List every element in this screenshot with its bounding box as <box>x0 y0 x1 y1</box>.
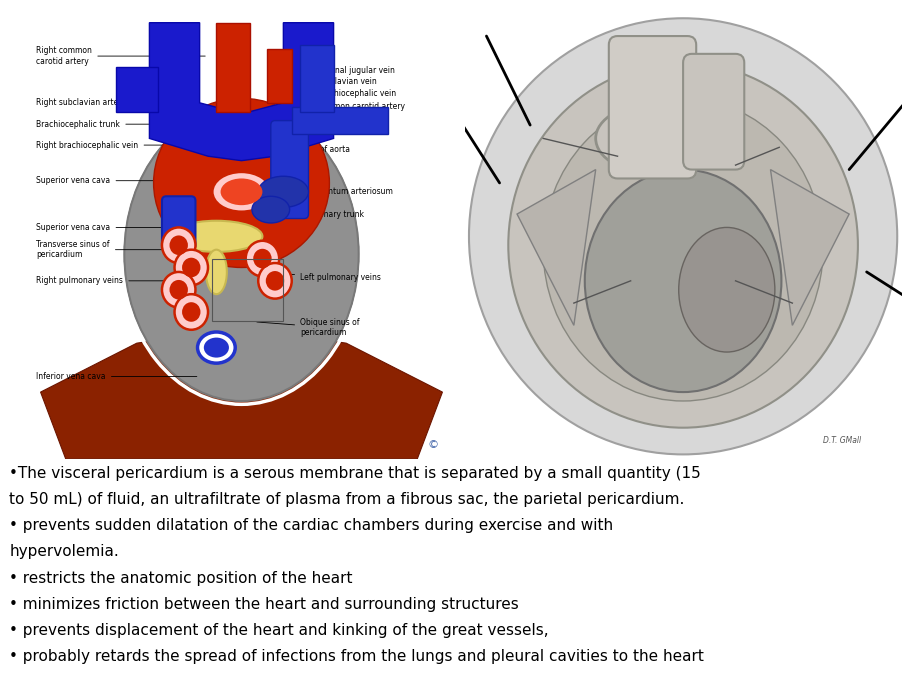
Polygon shape <box>291 107 388 134</box>
Polygon shape <box>770 170 848 326</box>
Polygon shape <box>40 330 442 459</box>
Circle shape <box>175 250 208 285</box>
Ellipse shape <box>596 103 718 174</box>
Ellipse shape <box>170 221 262 252</box>
Ellipse shape <box>584 170 780 392</box>
Circle shape <box>169 235 187 255</box>
Circle shape <box>258 263 291 299</box>
FancyBboxPatch shape <box>270 121 308 219</box>
Ellipse shape <box>258 176 308 208</box>
Circle shape <box>266 271 284 290</box>
Text: ©: © <box>426 440 437 450</box>
Ellipse shape <box>543 99 822 401</box>
Text: Left pulmonary veins: Left pulmonary veins <box>268 273 380 282</box>
Polygon shape <box>149 23 334 161</box>
Bar <box>212 259 283 321</box>
Ellipse shape <box>198 332 235 363</box>
Text: •The visceral pericardium is a serous membrane that is separated by a small quan: •The visceral pericardium is a serous me… <box>9 466 700 481</box>
Text: Pulmonary trunk: Pulmonary trunk <box>264 210 364 219</box>
Ellipse shape <box>221 179 262 205</box>
Circle shape <box>175 294 208 330</box>
Ellipse shape <box>469 18 896 455</box>
Text: Right pulmonary veins: Right pulmonary veins <box>37 276 178 286</box>
Ellipse shape <box>204 337 229 357</box>
Text: Left brachiocephalic vein: Left brachiocephalic vein <box>271 90 396 99</box>
Polygon shape <box>216 23 250 112</box>
Text: Inferior vena cava: Inferior vena cava <box>37 372 197 381</box>
FancyBboxPatch shape <box>162 196 195 250</box>
FancyBboxPatch shape <box>682 54 743 170</box>
Ellipse shape <box>206 250 227 294</box>
Text: Obique sinus of
pericardium: Obique sinus of pericardium <box>256 318 359 337</box>
Circle shape <box>182 302 200 322</box>
Text: • minimizes friction between the heart and surrounding structures: • minimizes friction between the heart a… <box>9 597 518 612</box>
Ellipse shape <box>508 63 857 428</box>
Circle shape <box>182 257 200 277</box>
Text: hypervolemia.: hypervolemia. <box>9 544 119 560</box>
Text: Arch of aorta: Arch of aorta <box>271 145 350 154</box>
Text: Brachiocephalic trunk: Brachiocephalic trunk <box>37 119 180 128</box>
Ellipse shape <box>124 107 358 401</box>
Polygon shape <box>267 50 291 103</box>
Polygon shape <box>116 67 158 112</box>
Text: • probably retards the spread of infections from the lungs and pleural cavities : • probably retards the spread of infecti… <box>9 649 703 664</box>
Circle shape <box>162 228 195 263</box>
Text: Right subclavian artery: Right subclavian artery <box>37 98 197 108</box>
Text: • prevents displacement of the heart and kinking of the great vessels,: • prevents displacement of the heart and… <box>9 623 549 638</box>
Ellipse shape <box>212 172 270 212</box>
Text: Superior vena cava: Superior vena cava <box>37 176 164 185</box>
Text: to 50 mL) of fluid, an ultrafiltrate of plasma from a fibrous sac, the parietal : to 50 mL) of fluid, an ultrafiltrate of … <box>9 492 684 507</box>
Text: • restricts the anatomic position of the heart: • restricts the anatomic position of the… <box>9 571 352 586</box>
Text: Left internal jugular vein: Left internal jugular vein <box>271 66 394 75</box>
Text: D.T. GMall: D.T. GMall <box>822 437 860 446</box>
Text: Superior vena cava: Superior vena cava <box>37 223 172 232</box>
Text: Ligamentum arteriosum: Ligamentum arteriosum <box>269 187 392 197</box>
Circle shape <box>245 241 278 277</box>
Text: • prevents sudden dilatation of the cardiac chambers during exercise and with: • prevents sudden dilatation of the card… <box>9 518 613 533</box>
Text: Right brachiocephalic vein: Right brachiocephalic vein <box>37 141 172 150</box>
Text: Left subclavian artery: Left subclavian artery <box>271 115 384 124</box>
Circle shape <box>162 272 195 308</box>
Circle shape <box>169 280 187 299</box>
Text: Right common
carotid artery: Right common carotid artery <box>37 46 205 66</box>
FancyBboxPatch shape <box>608 36 696 179</box>
Text: Transverse sinus of
pericardium: Transverse sinus of pericardium <box>37 240 169 259</box>
Ellipse shape <box>252 196 289 223</box>
Ellipse shape <box>678 228 774 352</box>
Polygon shape <box>516 170 596 326</box>
Circle shape <box>253 249 271 268</box>
Polygon shape <box>300 45 334 112</box>
Text: Left common carotid artery: Left common carotid artery <box>271 102 404 111</box>
Ellipse shape <box>153 99 329 268</box>
Text: Left subclavian vein: Left subclavian vein <box>271 77 377 86</box>
